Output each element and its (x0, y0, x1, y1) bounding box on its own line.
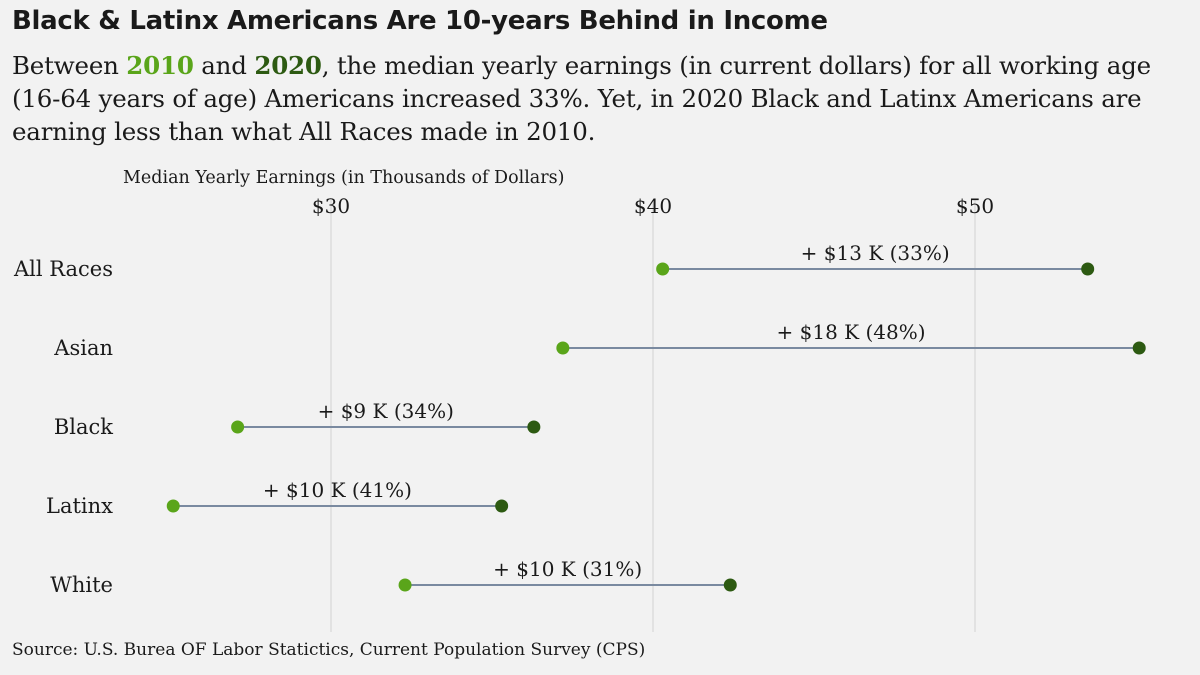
x-tick-label: $50 (956, 194, 994, 218)
point-2020 (527, 420, 541, 434)
change-annotation: + $10 K (41%) (263, 478, 412, 502)
grid-lines (330, 200, 976, 632)
point-2010 (231, 420, 245, 434)
change-annotation: + $13 K (33%) (801, 241, 950, 265)
point-2020 (495, 499, 509, 513)
category-label: All Races (13, 257, 113, 281)
source-note: Source: U.S. Burea OF Labor Statictics, … (12, 640, 646, 660)
x-axis-ticks: $30 $40 $50 (312, 194, 994, 218)
subtitle-year-2020: 2020 (254, 51, 322, 80)
point-2010 (398, 578, 412, 592)
point-2010 (166, 499, 180, 513)
subtitle-text: Between (12, 51, 127, 80)
chart-title: Black & Latinx Americans Are 10-years Be… (12, 6, 828, 36)
x-tick-label: $30 (312, 194, 350, 218)
point-2010 (556, 341, 570, 355)
change-annotation: + $9 K (34%) (318, 399, 454, 423)
chart-subtitle: Between 2010 and 2020, the median yearly… (12, 49, 1192, 148)
change-annotation: + $18 K (48%) (777, 320, 926, 344)
subtitle-text: and (193, 51, 255, 80)
point-2010 (656, 262, 670, 276)
subtitle-year-2010: 2010 (126, 51, 194, 80)
chart-rows: All Races + $13 K (33%) Asian + $18 K (48%)… (13, 241, 1146, 597)
x-tick-label: $40 (634, 194, 672, 218)
x-axis-label: Median Yearly Earnings (in Thousands of … (123, 168, 564, 188)
category-label: White (50, 573, 113, 597)
category-label: Latinx (46, 494, 113, 518)
subtitle-text: , the median yearly earnings (in current… (12, 51, 1151, 146)
change-annotation: + $10 K (31%) (493, 557, 642, 581)
point-2020 (1132, 341, 1146, 355)
category-label: Black (54, 415, 113, 439)
point-2020 (723, 578, 737, 592)
point-2020 (1081, 262, 1095, 276)
category-label: Asian (53, 336, 113, 360)
